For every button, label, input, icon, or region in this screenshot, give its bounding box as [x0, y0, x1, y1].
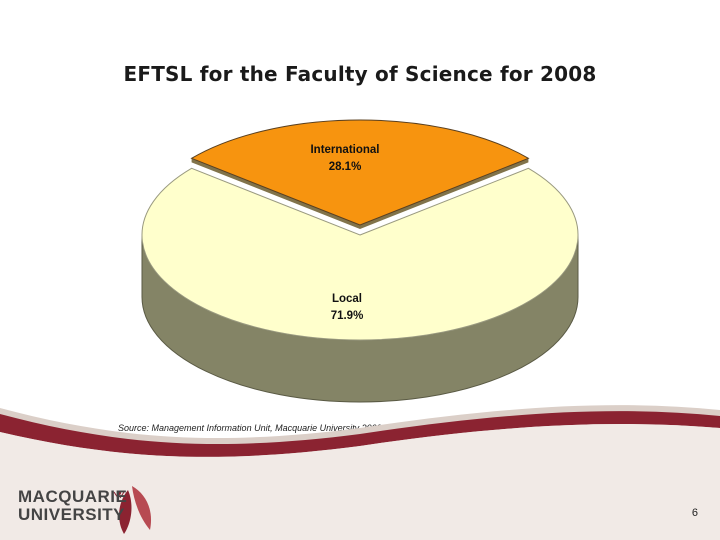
- chart-title: EFTSL for the Faculty of Science for 200…: [123, 62, 597, 86]
- pie-slice-local: [141, 167, 579, 341]
- footer-band: [0, 405, 720, 540]
- page-number: 6: [691, 507, 698, 519]
- footer-red-band: [0, 411, 720, 457]
- logo-line-2: UNIVERSITY: [18, 505, 126, 524]
- university-emblem-icon: [113, 486, 152, 534]
- label-local-value: 71.9%: [331, 310, 364, 322]
- source-note: Source: Management Information Unit, Mac…: [118, 423, 515, 433]
- label-local-name: Local: [332, 293, 362, 305]
- label-international-value: 28.1%: [329, 161, 362, 173]
- label-international-name: International: [310, 144, 379, 156]
- logo-line-1: MACQUARIE: [18, 487, 128, 506]
- pie-slice-international: [190, 119, 530, 226]
- pie-chart: International 28.1% Local 71.9%: [141, 119, 579, 403]
